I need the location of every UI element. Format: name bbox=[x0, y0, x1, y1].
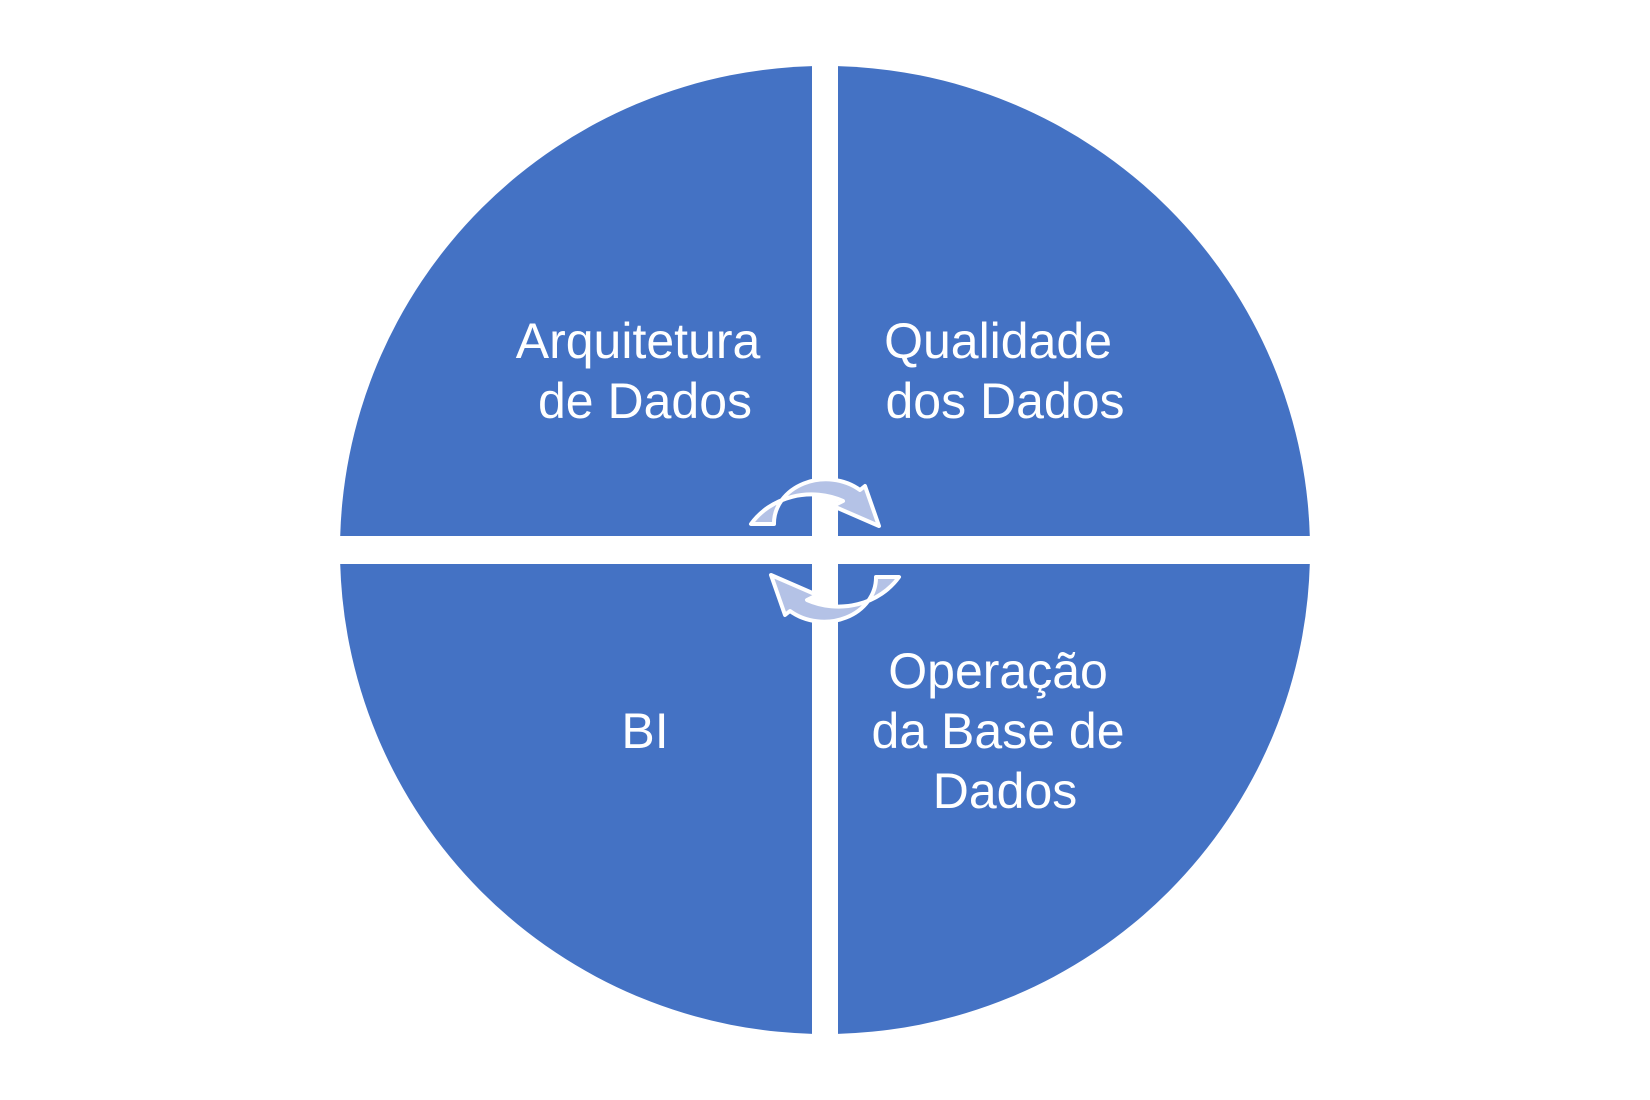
quadrant-label-top-left: Arquitetura de Dados bbox=[516, 313, 775, 429]
quadrant-bottom-left bbox=[340, 564, 812, 1034]
quadrant-label-bottom-left: BI bbox=[621, 703, 668, 759]
clockwise-arrow-top-icon bbox=[749, 477, 881, 528]
quadrant-label-top-right: Qualidade dos Dados bbox=[884, 313, 1126, 429]
quadrant-label-bottom-right: Operação da Base de Dados bbox=[872, 643, 1139, 819]
quadrant-top-right bbox=[838, 66, 1310, 536]
quadrant-top-left bbox=[340, 66, 812, 536]
clockwise-arrow-bottom-icon bbox=[769, 573, 901, 624]
quadrant-bottom-right bbox=[838, 564, 1310, 1034]
